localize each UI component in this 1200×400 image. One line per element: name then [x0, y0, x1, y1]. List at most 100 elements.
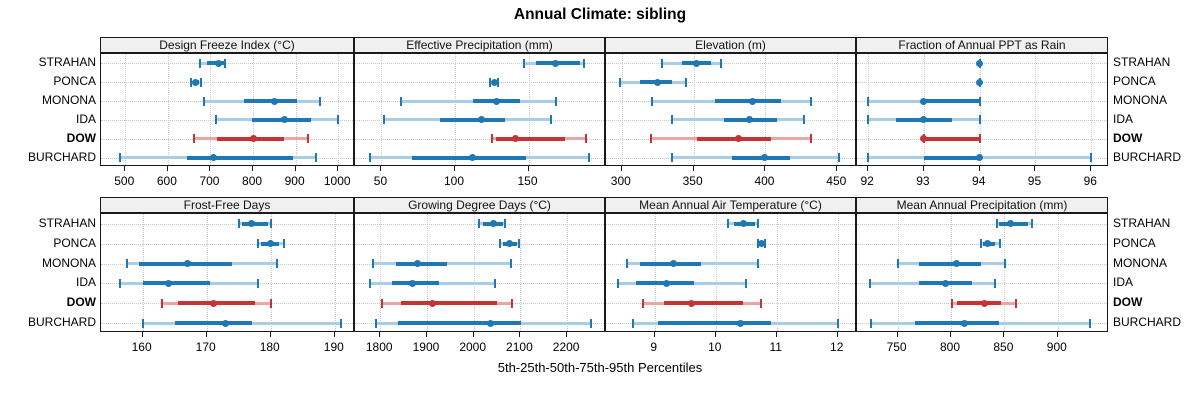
- axis-tick-label: 450: [826, 174, 847, 188]
- axis-tick-label: 2200: [552, 340, 580, 354]
- median-dot: [942, 279, 950, 287]
- axis-tick-label: 750: [886, 340, 907, 354]
- axis-tick: [379, 332, 381, 337]
- whisker-cap: [189, 77, 192, 87]
- whisker-cap: [504, 219, 506, 229]
- v-gridline: [473, 214, 475, 331]
- axis-tick: [333, 332, 335, 337]
- whisker-cap: [584, 134, 587, 144]
- h-gridline: [606, 63, 855, 65]
- axis-tick-label: 600: [156, 174, 177, 188]
- site-label-right: PONCA: [1113, 235, 1156, 250]
- median-dot: [976, 78, 984, 86]
- panel-strip: Effective Precipitation (mm): [354, 37, 605, 53]
- v-gridline: [621, 54, 623, 165]
- axis-tick-label: 900: [284, 174, 305, 188]
- site-label-right: BURCHARD: [1113, 315, 1182, 330]
- whisker-cap: [671, 153, 674, 163]
- v-gridline: [125, 54, 127, 165]
- v-gridline: [693, 54, 695, 165]
- percentile-iqr-bar: [400, 301, 498, 306]
- whisker-cap: [589, 318, 592, 328]
- h-gridline: [355, 138, 604, 140]
- whisker-cap: [951, 298, 954, 308]
- whisker-cap: [518, 239, 521, 249]
- median-dot: [477, 116, 485, 124]
- median-dot: [739, 220, 747, 228]
- whisker-cap: [256, 278, 259, 288]
- v-gridline: [1035, 54, 1037, 165]
- median-dot: [749, 97, 757, 105]
- percentile-iqr-bar: [923, 136, 980, 141]
- axis-tick: [836, 332, 838, 337]
- h-gridline: [857, 138, 1107, 140]
- axis-tick-label: 900: [1046, 340, 1067, 354]
- site-label-left: BURCHARD: [27, 315, 96, 330]
- panel-plot: [100, 213, 354, 332]
- median-dot: [492, 97, 500, 105]
- axis-tick: [775, 332, 777, 337]
- whisker-cap: [489, 77, 492, 87]
- median-dot: [487, 319, 495, 327]
- whisker-cap: [1031, 219, 1034, 229]
- site-label-right: DOW: [1113, 295, 1143, 310]
- site-label-left: MONONA: [42, 255, 96, 270]
- panel-plot: [605, 53, 856, 166]
- whisker-cap: [256, 239, 259, 249]
- median-dot: [192, 78, 200, 86]
- axis-tick-label: 1900: [412, 340, 440, 354]
- axis-tick-label: 350: [682, 174, 703, 188]
- whisker-cap: [368, 153, 371, 163]
- whisker-cap: [760, 298, 763, 308]
- median-dot: [183, 260, 191, 268]
- panel-plot: [605, 213, 856, 332]
- v-gridline: [567, 214, 569, 331]
- percentile-iqr-bar: [923, 155, 980, 160]
- whisker-cap: [368, 278, 371, 288]
- whisker-cap: [726, 219, 729, 229]
- median-dot: [920, 116, 928, 124]
- percentile-iqr-bar: [696, 136, 772, 141]
- whisker-cap: [810, 134, 813, 144]
- h-gridline: [857, 101, 1107, 103]
- axis-tick-label: 100: [443, 174, 465, 188]
- v-gridline: [1057, 214, 1059, 331]
- whisker-cap: [237, 219, 240, 229]
- site-label-left: DOW: [66, 130, 96, 145]
- panel-strip-label: Mean Annual Precipitation (mm): [896, 198, 1068, 212]
- whisker-cap: [203, 96, 206, 106]
- median-dot: [920, 97, 928, 105]
- axis-tick-label: 1000: [323, 174, 351, 188]
- axis-tick: [566, 332, 568, 337]
- axis-tick-label: 180: [259, 340, 280, 354]
- median-dot: [654, 78, 662, 86]
- percentile-iqr-bar: [243, 99, 297, 104]
- median-dot: [164, 279, 172, 287]
- percentile-iqr-bar: [918, 261, 981, 266]
- v-gridline: [654, 214, 656, 331]
- axis-tick: [454, 166, 455, 171]
- percentile-iqr-bar: [914, 321, 1000, 326]
- axis-tick: [252, 166, 254, 171]
- whisker-cap: [549, 115, 552, 125]
- h-gridline: [857, 223, 1107, 225]
- site-label-right: MONONA: [1113, 255, 1167, 270]
- whisker-cap: [200, 77, 203, 87]
- whisker-cap: [269, 298, 272, 308]
- whisker-cap: [1088, 318, 1091, 328]
- axis-tick: [166, 166, 168, 171]
- axis-tick: [519, 332, 521, 337]
- whisker-cap: [896, 259, 899, 269]
- axis-tick: [527, 166, 529, 171]
- whisker-cap: [282, 239, 285, 249]
- median-dot: [413, 260, 421, 268]
- whisker-cap: [650, 96, 653, 106]
- whisker-cap: [337, 115, 340, 125]
- whisker-cap: [583, 58, 586, 68]
- whisker-cap: [685, 77, 688, 87]
- median-dot: [248, 220, 256, 228]
- axis-tick-label: 94: [972, 174, 986, 188]
- axis-tick-label: 190: [323, 340, 344, 354]
- v-gridline: [1091, 54, 1093, 165]
